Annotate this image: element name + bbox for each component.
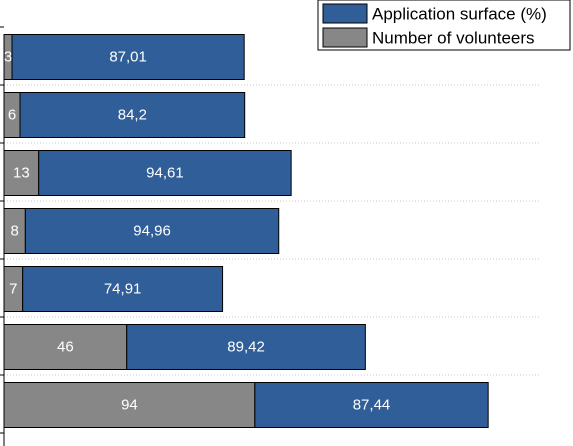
bar-segment-application-surface (38, 150, 292, 196)
data-label-application-surface: 89,42 (227, 339, 265, 356)
bars: 3 87,01 6 84,2 13 94,61 8 94,96 7 74,91 46 89,42 94 8… (3, 34, 489, 428)
data-label-volunteers: 8 (11, 223, 19, 240)
bar-segment-application-surface (254, 382, 489, 428)
legend-swatch-number-of-volunteers (322, 27, 368, 48)
bar-segment-application-surface (22, 266, 224, 312)
data-label-volunteers: 7 (9, 281, 17, 298)
bar-segment-application-surface (11, 34, 245, 80)
legend-label-number-of-volunteers: Number of volunteers (372, 29, 535, 48)
bar-segment-volunteers (3, 324, 128, 370)
gridlines (4, 84, 540, 376)
bar-segment-application-surface (126, 324, 366, 370)
y-axis (0, 26, 5, 446)
data-label-application-surface: 94,96 (133, 223, 171, 240)
data-label-volunteers: 3 (4, 49, 12, 66)
data-label-application-surface: 94,61 (146, 165, 184, 182)
data-label-volunteers: 46 (57, 339, 74, 356)
data-label-application-surface: 87,44 (353, 397, 391, 414)
bar-segment-application-surface (24, 208, 280, 254)
data-label-volunteers: 94 (121, 397, 138, 414)
legend: Application surface (%) Number of volunt… (317, 0, 571, 51)
data-label-volunteers: 6 (8, 107, 16, 124)
data-label-application-surface: 84,2 (118, 107, 147, 124)
legend-label-application-surface: Application surface (%) (372, 5, 547, 24)
bar-segment-volunteers (3, 150, 40, 196)
data-label-application-surface: 74,91 (104, 281, 142, 298)
bar-segment-application-surface (19, 92, 246, 138)
bar-segment-volunteers (3, 382, 256, 428)
data-label-volunteers: 13 (13, 165, 30, 182)
data-label-application-surface: 87,01 (109, 49, 147, 66)
legend-swatch-application-surface (322, 3, 368, 24)
